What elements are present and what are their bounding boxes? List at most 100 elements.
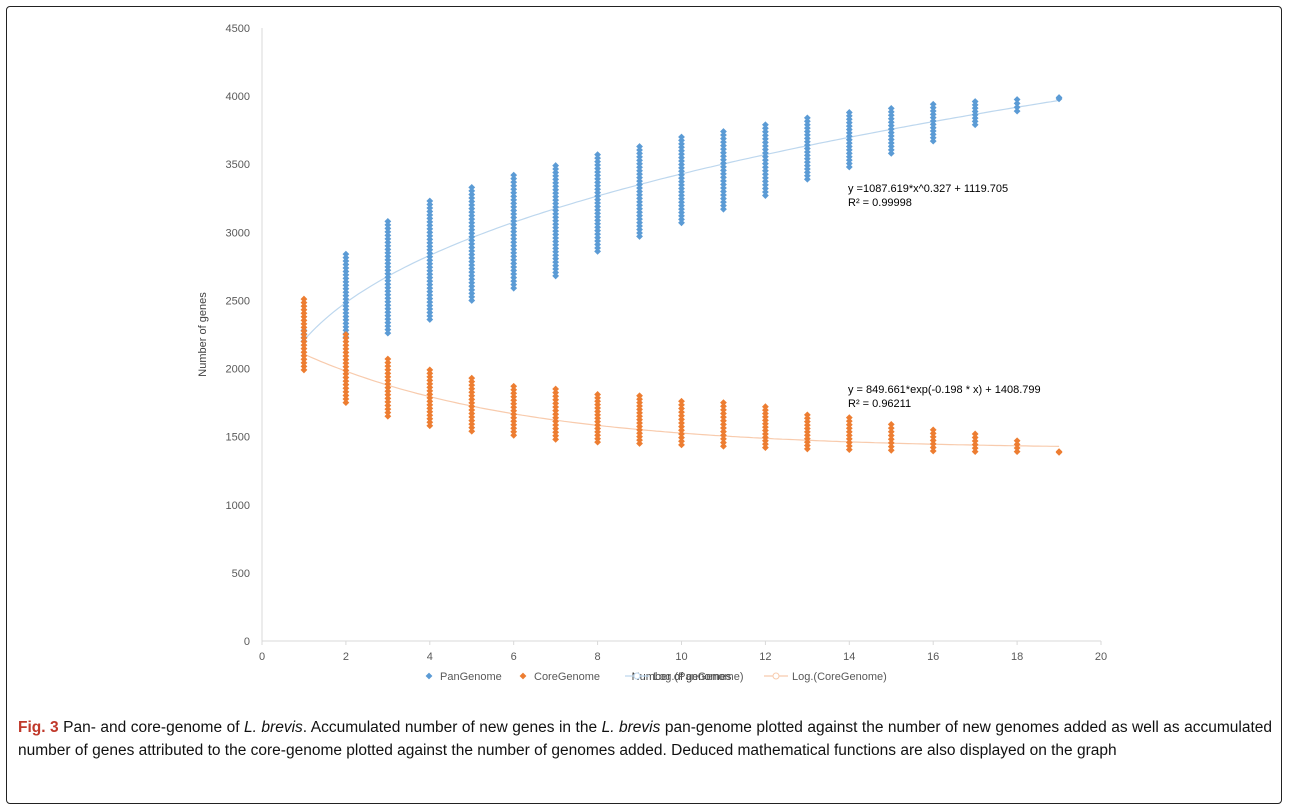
pan-genome-point	[384, 242, 392, 250]
core-genome-point	[845, 428, 853, 436]
pan-genome-point	[636, 215, 643, 223]
pan-genome-point	[468, 251, 476, 258]
pan-genome-point	[384, 298, 392, 306]
pan-genome-point	[803, 131, 811, 139]
core-genome-point	[468, 417, 476, 424]
pan-genome-point	[342, 285, 350, 293]
pan-genome-point	[720, 163, 727, 171]
y-tick-label: 500	[232, 568, 250, 580]
pan-genome-point	[510, 249, 518, 257]
core-genome-point	[510, 428, 518, 436]
pan-genome-point	[762, 163, 769, 171]
pan-genome-point	[594, 216, 601, 224]
pan-genome-point	[468, 212, 476, 220]
pan-genome-point	[426, 291, 434, 299]
pan-genome-point	[426, 222, 434, 229]
pan-genome-point	[636, 229, 643, 237]
pan-genome-point	[762, 121, 769, 129]
core-genome-point	[594, 394, 601, 402]
pan-genome-point	[426, 235, 434, 243]
pan-genome-point	[468, 282, 476, 290]
core-genome-point	[803, 435, 811, 443]
pan-genome-point	[426, 288, 434, 296]
core-genome-point	[636, 409, 643, 417]
pan-genome-point	[468, 297, 476, 304]
pan-genome-point	[762, 185, 769, 192]
core-genome-point	[426, 408, 434, 416]
core-genome-point	[929, 429, 937, 437]
pan-genome-point	[678, 209, 685, 216]
pan-genome-point	[426, 197, 434, 205]
pan-genome-point	[594, 168, 601, 176]
core-genome-point	[468, 403, 476, 410]
pan-genome-point	[594, 185, 601, 193]
core-genome-point	[762, 433, 769, 441]
pan-genome-point	[720, 205, 727, 213]
pan-genome-point	[636, 146, 643, 154]
legend-label: Log.(CoreGenome)	[792, 671, 887, 683]
pan-genome-point	[510, 189, 518, 197]
pan-genome-point	[384, 238, 392, 246]
pan-genome-point	[720, 131, 727, 139]
pan-genome-point	[426, 305, 434, 313]
pan-genome-point	[510, 263, 518, 271]
pan-genome-point	[678, 174, 685, 182]
pan-genome-point	[468, 183, 476, 191]
pan-genome-point	[468, 279, 476, 287]
pan-genome-point	[803, 114, 811, 122]
core-genome-point	[678, 397, 685, 405]
core-genome-point	[468, 413, 476, 421]
pan-genome-point	[678, 219, 685, 227]
pan-genome-point	[468, 194, 476, 202]
pan-genome-point	[342, 326, 350, 334]
pan-genome-point	[468, 205, 476, 212]
pan-genome-point	[720, 195, 727, 202]
core-genome-point	[510, 431, 518, 439]
core-genome-point	[468, 392, 476, 400]
pan-genome-point	[720, 174, 727, 181]
pan-genome-point	[510, 171, 518, 179]
pan-genome-point	[552, 244, 560, 252]
core-genome-point	[594, 414, 601, 422]
pan-genome-point	[762, 135, 769, 143]
core-genome-point	[426, 394, 434, 402]
pan-genome-point	[384, 291, 392, 299]
pan-genome-point	[636, 170, 643, 178]
core-genome-point	[971, 441, 979, 448]
core-genome-point	[678, 441, 685, 449]
pan-genome-point	[636, 184, 643, 192]
core-genome-point	[384, 362, 392, 370]
core-genome-point	[887, 435, 895, 443]
core-genome-point	[636, 440, 643, 447]
core-genome-point	[342, 395, 350, 403]
core-genome-point	[636, 419, 643, 427]
pan-genome-point	[552, 269, 560, 276]
pan-genome-point	[678, 137, 685, 144]
pan-genome-point	[384, 218, 392, 225]
pan-genome-point	[426, 270, 434, 278]
pan-genome-point	[636, 191, 643, 199]
core-genome-point	[594, 397, 601, 405]
pan-genome-point	[803, 141, 811, 149]
core-genome-point	[594, 418, 601, 426]
pan-genome-point	[887, 139, 895, 147]
pan-genome-point	[678, 215, 685, 223]
pan-genome-point	[552, 162, 560, 169]
core-genome-point	[845, 431, 853, 439]
core-genome-point	[636, 402, 643, 410]
y-tick-label: 2000	[226, 364, 250, 376]
pan-genome-point	[762, 188, 769, 196]
core-genome-point	[342, 384, 350, 392]
pan-genome-point	[636, 205, 643, 213]
core-genome-point	[720, 439, 727, 446]
pan-genome-point	[636, 226, 643, 233]
pan-genome-point	[636, 167, 643, 175]
core-genome-point	[636, 436, 643, 444]
pan-genome-point	[384, 266, 392, 274]
core-genome-point	[929, 426, 937, 434]
core-genome-point	[887, 428, 895, 436]
core-genome-point	[426, 401, 434, 409]
pan-genome-point	[384, 221, 392, 229]
core-genome-point	[803, 414, 811, 422]
pan-genome-point	[426, 284, 434, 292]
